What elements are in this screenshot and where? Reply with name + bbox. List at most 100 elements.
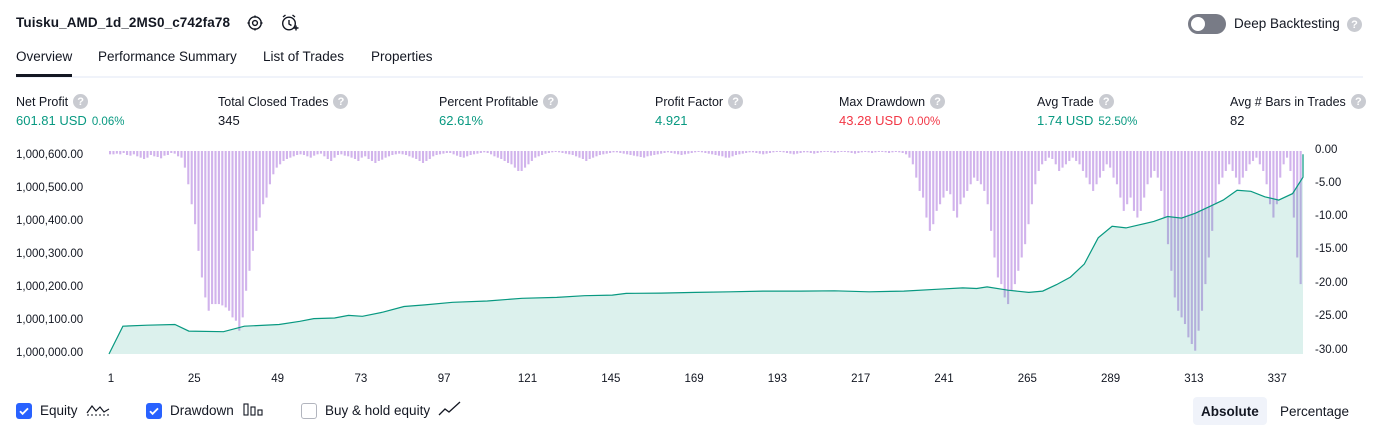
drawdown-bar bbox=[765, 151, 768, 154]
metric-label-text: Total Closed Trades bbox=[218, 94, 329, 109]
drawdown-checkbox[interactable] bbox=[146, 402, 162, 419]
buy-hold-checkbox[interactable] bbox=[301, 402, 317, 419]
drawdown-bar bbox=[1231, 151, 1234, 171]
y-left-tick: 1,000,600.00 bbox=[16, 149, 84, 161]
metric-total-closed-trades-value: 345 bbox=[218, 113, 240, 128]
drawdown-bar bbox=[489, 151, 493, 155]
drawdown-bar bbox=[1007, 151, 1010, 305]
drawdown-bar bbox=[585, 151, 588, 161]
drawdown-bar bbox=[1047, 151, 1050, 158]
drawdown-bar bbox=[1119, 151, 1122, 198]
net-profit-help-icon[interactable]: ? bbox=[73, 94, 89, 109]
tab-performance-summary[interactable]: Performance Summary bbox=[98, 49, 237, 64]
metric-total-closed-trades-label: Total Closed Trades? bbox=[218, 94, 349, 109]
drawdown-bar bbox=[455, 151, 459, 156]
metric-label-text: Avg Trade bbox=[1037, 94, 1094, 109]
total-closed-trades-help-icon[interactable]: ? bbox=[333, 94, 349, 109]
drawdown-bar bbox=[990, 151, 993, 231]
drawdown-bar bbox=[748, 151, 751, 153]
y-left-tick: 1,000,400.00 bbox=[16, 215, 84, 227]
deep-backtesting-toggle[interactable] bbox=[1188, 14, 1226, 34]
scale-percentage-button[interactable]: Percentage bbox=[1280, 403, 1350, 419]
drawdown-bar bbox=[262, 151, 265, 205]
drawdown-bar bbox=[758, 151, 761, 154]
drawdown-bar bbox=[952, 151, 955, 211]
tab-overview[interactable]: Overview bbox=[16, 49, 73, 77]
profit-factor-help-icon[interactable]: ? bbox=[728, 94, 744, 109]
drawdown-bar bbox=[1262, 151, 1265, 171]
drawdown-bar bbox=[799, 151, 802, 153]
avg-trade-help-icon[interactable]: ? bbox=[1098, 94, 1114, 109]
drawdown-bar bbox=[629, 151, 632, 155]
drawdown-bar bbox=[823, 151, 826, 152]
drawdown-bar bbox=[626, 151, 629, 155]
drawdown-bar bbox=[1272, 151, 1275, 218]
drawdown-bar bbox=[598, 151, 601, 155]
drawdown-bar bbox=[819, 151, 823, 153]
drawdown-bar bbox=[1027, 151, 1030, 225]
drawdown-bar bbox=[251, 151, 254, 251]
drawdown-bar bbox=[561, 151, 564, 153]
add-alert-clock-icon[interactable] bbox=[280, 13, 300, 33]
drawdown-bar bbox=[870, 151, 874, 153]
drawdown-bar bbox=[347, 151, 350, 157]
drawdown-bar bbox=[973, 151, 976, 178]
drawdown-bar bbox=[384, 151, 387, 158]
drawdown-bar bbox=[319, 151, 323, 154]
drawdown-bar bbox=[313, 151, 316, 156]
drawdown-bar bbox=[357, 151, 360, 161]
metric-label-text: Profit Factor bbox=[655, 94, 724, 109]
equity-checkbox[interactable] bbox=[16, 402, 32, 419]
drawdown-bar bbox=[551, 151, 554, 153]
drawdown-bar bbox=[1024, 151, 1027, 245]
avg-bars-help-icon[interactable]: ? bbox=[1350, 94, 1366, 109]
metric-value-text: 62.61% bbox=[439, 113, 484, 128]
drawdown-bar bbox=[534, 151, 537, 158]
drawdown-bar bbox=[908, 151, 911, 158]
drawdown-bar bbox=[554, 151, 557, 152]
drawdown-bar bbox=[330, 151, 333, 161]
drawdown-bar bbox=[1183, 151, 1187, 325]
drawdown-bar bbox=[360, 151, 363, 158]
scale-absolute-button[interactable]: Absolute bbox=[1193, 397, 1267, 425]
drawdown-bar bbox=[211, 151, 214, 305]
drawdown-bar bbox=[326, 151, 329, 159]
drawdown-bar bbox=[510, 151, 513, 165]
drawdown-bar bbox=[353, 151, 357, 159]
drawdown-bar bbox=[1013, 151, 1016, 285]
toggle-knob bbox=[1191, 17, 1205, 31]
drawdown-bar bbox=[156, 151, 159, 157]
drawdown-bar bbox=[221, 151, 224, 306]
legend-buy-hold-toggle[interactable]: Buy & hold equity bbox=[301, 401, 462, 420]
legend-drawdown-toggle[interactable]: Drawdown bbox=[146, 401, 264, 420]
drawdown-bar bbox=[391, 151, 394, 155]
metric-max-drawdown-value: 43.28 USD 0.00% bbox=[839, 113, 940, 128]
y-right-tick: -15.00 bbox=[1315, 243, 1348, 255]
drawdown-bar bbox=[959, 151, 962, 205]
drawdown-bar bbox=[1034, 151, 1037, 185]
drawdown-bar bbox=[646, 151, 649, 157]
drawdown-bar bbox=[663, 151, 666, 153]
drawdown-bar bbox=[1292, 151, 1295, 218]
deep-backtesting-help-icon[interactable]: ? bbox=[1347, 17, 1362, 32]
tab-properties[interactable]: Properties bbox=[371, 49, 433, 64]
drawdown-bar bbox=[1112, 151, 1115, 178]
x-axis-tick: 1 bbox=[107, 373, 115, 385]
legend-equity-toggle[interactable]: Equity bbox=[16, 401, 110, 420]
drawdown-bar bbox=[762, 151, 765, 155]
drawdown-bar bbox=[340, 151, 343, 155]
tab-list-of-trades[interactable]: List of Trades bbox=[263, 49, 345, 64]
metric-pct-text: 0.00% bbox=[907, 116, 941, 128]
drawdown-bar bbox=[772, 151, 775, 153]
percent-profitable-help-icon[interactable]: ? bbox=[543, 94, 559, 109]
drawdown-bar bbox=[1054, 151, 1057, 165]
drawdown-bar bbox=[112, 151, 115, 155]
drawdown-bar bbox=[813, 151, 816, 154]
max-drawdown-help-icon[interactable]: ? bbox=[930, 94, 946, 109]
drawdown-bar bbox=[1061, 151, 1064, 168]
drawdown-bar bbox=[1058, 151, 1061, 171]
drawdown-bar bbox=[333, 151, 336, 158]
drawdown-bar bbox=[449, 151, 452, 153]
drawdown-bar bbox=[503, 151, 506, 161]
settings-gear-icon[interactable] bbox=[245, 13, 265, 33]
